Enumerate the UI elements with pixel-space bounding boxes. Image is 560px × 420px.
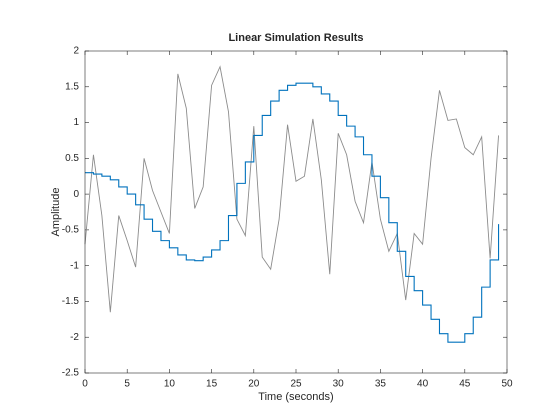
x-tick-label: 50 <box>501 379 513 390</box>
series-line <box>84 65 500 313</box>
y-tick-label: -1.5 <box>62 296 80 307</box>
axes-box <box>84 50 508 374</box>
y-tick-label: -1 <box>70 260 79 271</box>
x-tick-label: 15 <box>206 379 218 390</box>
x-tick-label: 0 <box>82 379 88 390</box>
chart-title: Linear Simulation Results <box>228 32 363 44</box>
x-tick-label: 25 <box>290 379 302 390</box>
y-tick-label: 2 <box>73 46 79 57</box>
y-tick-label: -0.5 <box>62 225 80 236</box>
y-axis-label: Amplitude <box>50 188 62 237</box>
x-axis-label: Time (seconds) <box>258 391 333 403</box>
y-tick-label: 1.5 <box>65 81 79 92</box>
x-tick-label: 45 <box>459 379 471 390</box>
plot-area <box>85 51 507 373</box>
x-tick-label: 35 <box>375 379 387 390</box>
x-tick-label: 10 <box>164 379 176 390</box>
y-tick-label: -2 <box>70 332 79 343</box>
y-tick-label: 0 <box>73 189 79 200</box>
x-tick-label: 40 <box>417 379 429 390</box>
y-tick-label: -2.5 <box>62 368 80 379</box>
y-tick-label: 0.5 <box>65 153 79 164</box>
x-tick-label: 20 <box>248 379 260 390</box>
series-line <box>85 82 500 343</box>
y-tick-label: 1 <box>73 117 79 128</box>
x-tick-label: 30 <box>333 379 345 390</box>
x-tick-label: 5 <box>124 379 130 390</box>
